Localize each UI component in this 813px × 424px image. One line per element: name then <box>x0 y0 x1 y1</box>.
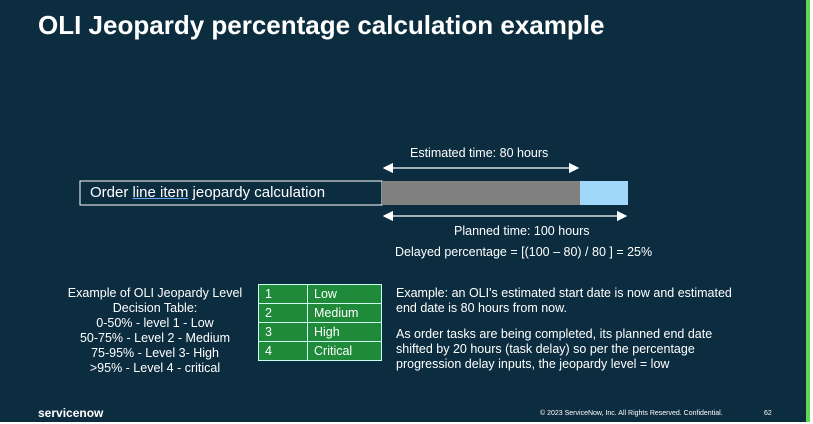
text: 0-50% - level 1 - Low <box>96 316 214 330</box>
text: jeopardy calculation <box>188 184 326 201</box>
delay-bar <box>580 181 628 205</box>
table-row: 2 Medium <box>258 303 382 323</box>
table-cell: 1 <box>258 284 308 304</box>
estimated-bar <box>382 181 580 205</box>
title: OLI Jeopardy percentage calculation exam… <box>38 10 605 40</box>
text: 75-95% - Level 3- High <box>91 346 219 360</box>
table-cell: 3 <box>258 322 308 342</box>
table-cell: 2 <box>258 303 308 323</box>
table-cell: 4 <box>258 341 308 361</box>
decision-text: Example of OLI Jeopardy Level Decision T… <box>40 286 270 376</box>
copyright: © 2023 ServiceNow, Inc. All Rights Reser… <box>540 410 723 417</box>
level-table: 1 Low 2 Medium 3 High 4 Critical <box>258 284 382 361</box>
box-label: Order line item jeopardy calculation <box>90 184 325 201</box>
table-cell: High <box>307 322 382 342</box>
example-text: Example: an OLI's estimated start date i… <box>396 286 736 372</box>
text: Order <box>90 184 133 201</box>
formula: Delayed percentage = [(100 – 80) / 80 ] … <box>395 245 653 259</box>
table-row: 3 High <box>258 322 382 342</box>
table-cell: Critical <box>307 341 382 361</box>
text: Decision Table: <box>112 301 198 315</box>
estimated-label: Estimated time: 80 hours <box>410 146 549 160</box>
diagram <box>79 162 628 222</box>
text: >95% - Level 4 - critical <box>89 361 221 375</box>
accent-bar <box>806 0 810 422</box>
text: 50-75% - Level 2 - Medium <box>79 331 231 345</box>
table-cell: Low <box>307 284 382 304</box>
page-number: 62 <box>764 410 772 417</box>
paragraph: As order tasks are being completed, its … <box>396 327 713 371</box>
brand: servicenow <box>38 406 104 420</box>
text: Example of OLI Jeopardy Level <box>67 286 243 300</box>
table-cell: Medium <box>307 303 382 323</box>
paragraph: Example: an OLI's estimated start date i… <box>396 286 732 315</box>
text: line item <box>132 184 189 201</box>
table-row: 4 Critical <box>258 341 382 361</box>
table-row: 1 Low <box>258 284 382 304</box>
planned-label: Planned time: 100 hours <box>454 224 590 238</box>
